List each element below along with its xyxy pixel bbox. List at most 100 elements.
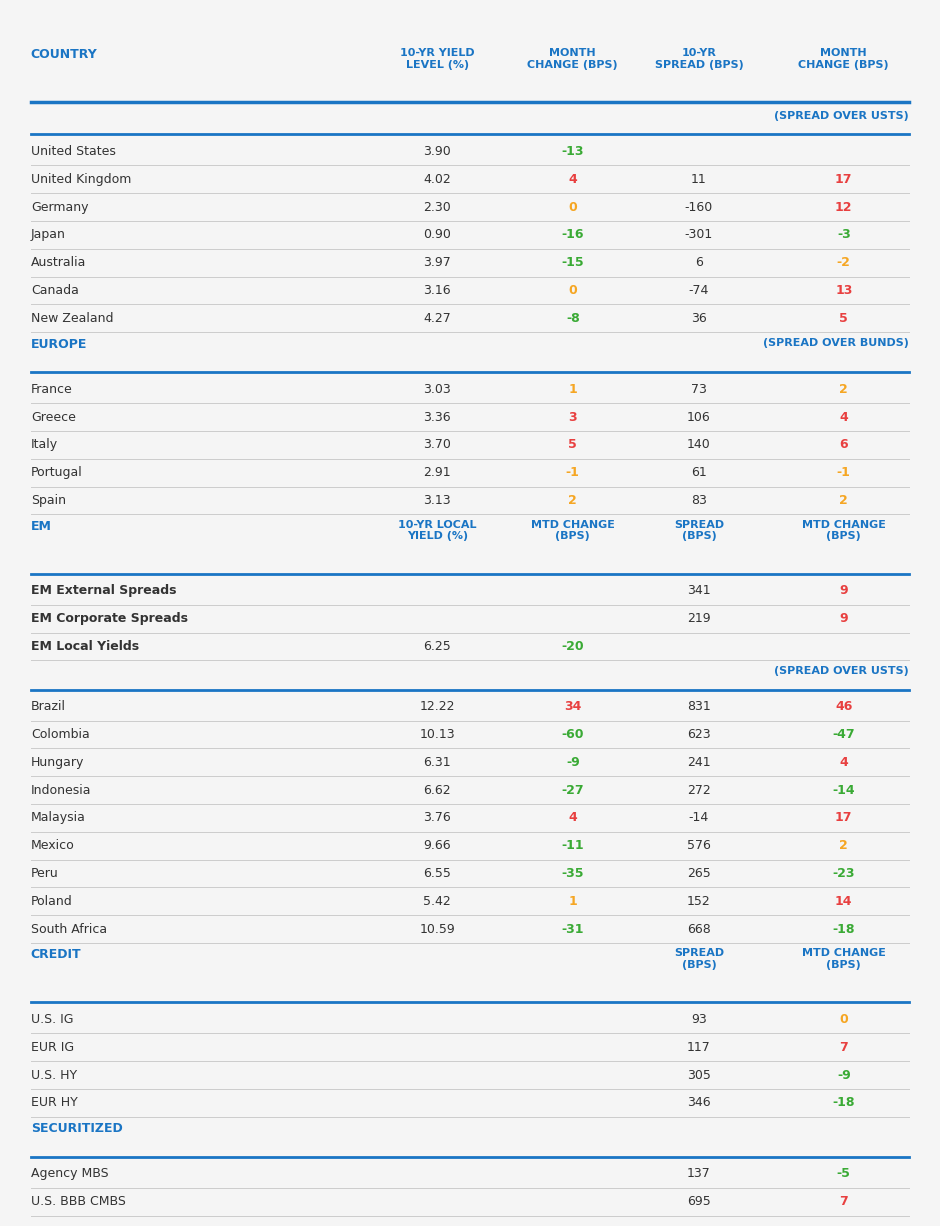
Text: 265: 265	[687, 867, 711, 880]
Text: -18: -18	[833, 923, 855, 935]
Text: 12: 12	[835, 201, 853, 213]
Text: 2: 2	[569, 494, 577, 508]
Text: -16: -16	[561, 228, 584, 242]
Text: EM External Spreads: EM External Spreads	[31, 585, 177, 597]
Text: -9: -9	[837, 1069, 851, 1081]
Text: New Zealand: New Zealand	[31, 311, 114, 325]
Text: -1: -1	[837, 466, 851, 479]
Text: 2.91: 2.91	[424, 466, 451, 479]
Text: -35: -35	[561, 867, 584, 880]
Text: -1: -1	[566, 466, 580, 479]
Text: -8: -8	[566, 311, 580, 325]
Text: (SPREAD OVER USTS): (SPREAD OVER USTS)	[775, 666, 909, 676]
Text: 3.13: 3.13	[424, 494, 451, 508]
Text: 2: 2	[839, 840, 848, 852]
Text: 1: 1	[569, 383, 577, 396]
Text: 3: 3	[569, 411, 577, 424]
Text: -14: -14	[833, 783, 855, 797]
Text: -18: -18	[833, 1096, 855, 1110]
Text: EM: EM	[31, 520, 52, 533]
Text: (SPREAD OVER BUNDS): (SPREAD OVER BUNDS)	[763, 337, 909, 348]
Text: 10.13: 10.13	[419, 728, 455, 741]
Text: MONTH
CHANGE (BPS): MONTH CHANGE (BPS)	[527, 48, 619, 70]
Text: -301: -301	[685, 228, 713, 242]
Text: 4.27: 4.27	[423, 311, 451, 325]
Text: Mexico: Mexico	[31, 840, 74, 852]
Text: 10-YR YIELD
LEVEL (%): 10-YR YIELD LEVEL (%)	[400, 48, 475, 70]
Text: 0: 0	[839, 1013, 848, 1026]
Text: MTD CHANGE
(BPS): MTD CHANGE (BPS)	[802, 949, 885, 970]
Text: Germany: Germany	[31, 201, 88, 213]
Text: 73: 73	[691, 383, 707, 396]
Text: Canada: Canada	[31, 284, 79, 297]
Text: -11: -11	[561, 840, 584, 852]
Text: 13: 13	[835, 284, 853, 297]
Text: -47: -47	[833, 728, 855, 741]
Text: 3.90: 3.90	[423, 145, 451, 158]
Text: -14: -14	[689, 812, 709, 824]
Text: Agency MBS: Agency MBS	[31, 1167, 108, 1181]
Text: 623: 623	[687, 728, 711, 741]
Text: 140: 140	[687, 439, 711, 451]
Text: 106: 106	[687, 411, 711, 424]
Text: 117: 117	[687, 1041, 711, 1054]
Text: 2.30: 2.30	[423, 201, 451, 213]
Text: 0: 0	[569, 284, 577, 297]
Text: -160: -160	[685, 201, 713, 213]
Text: 7: 7	[839, 1195, 848, 1209]
Text: U.S. HY: U.S. HY	[31, 1069, 77, 1081]
Text: U.S. IG: U.S. IG	[31, 1013, 73, 1026]
Text: Indonesia: Indonesia	[31, 783, 91, 797]
Text: SECURITIZED: SECURITIZED	[31, 1122, 122, 1135]
Text: CREDIT: CREDIT	[31, 949, 82, 961]
Text: 137: 137	[687, 1167, 711, 1181]
Text: 0: 0	[569, 201, 577, 213]
Text: -20: -20	[561, 640, 584, 653]
Text: -2: -2	[837, 256, 851, 270]
Text: 36: 36	[691, 311, 707, 325]
Text: EUR IG: EUR IG	[31, 1041, 74, 1054]
Text: SPREAD
(BPS): SPREAD (BPS)	[674, 520, 724, 542]
Text: Portugal: Portugal	[31, 466, 83, 479]
Text: 9: 9	[839, 585, 848, 597]
Text: MTD CHANGE
(BPS): MTD CHANGE (BPS)	[531, 520, 615, 542]
Text: -27: -27	[561, 783, 584, 797]
Text: Hungary: Hungary	[31, 755, 85, 769]
Text: 5: 5	[569, 439, 577, 451]
Text: Peru: Peru	[31, 867, 58, 880]
Text: -74: -74	[689, 284, 709, 297]
Text: 346: 346	[687, 1096, 711, 1110]
Text: -15: -15	[561, 256, 584, 270]
Text: 3.70: 3.70	[423, 439, 451, 451]
Text: 12.22: 12.22	[419, 700, 455, 714]
Text: 4: 4	[839, 755, 848, 769]
Text: U.S. BBB CMBS: U.S. BBB CMBS	[31, 1195, 126, 1209]
Text: 6: 6	[839, 439, 848, 451]
Text: 46: 46	[835, 700, 853, 714]
Text: 341: 341	[687, 585, 711, 597]
Text: 6.62: 6.62	[424, 783, 451, 797]
Text: 17: 17	[835, 812, 853, 824]
Text: Australia: Australia	[31, 256, 86, 270]
Text: -13: -13	[561, 145, 584, 158]
Text: 10.59: 10.59	[419, 923, 455, 935]
Text: Italy: Italy	[31, 439, 58, 451]
Text: MONTH
CHANGE (BPS): MONTH CHANGE (BPS)	[798, 48, 889, 70]
Text: 3.03: 3.03	[423, 383, 451, 396]
Text: Colombia: Colombia	[31, 728, 89, 741]
Text: -9: -9	[566, 755, 580, 769]
Text: 272: 272	[687, 783, 711, 797]
Text: -3: -3	[837, 228, 851, 242]
Text: EM Corporate Spreads: EM Corporate Spreads	[31, 612, 188, 625]
Text: 2: 2	[839, 383, 848, 396]
Text: 11: 11	[691, 173, 707, 186]
Text: 6.55: 6.55	[423, 867, 451, 880]
Text: 241: 241	[687, 755, 711, 769]
Text: 668: 668	[687, 923, 711, 935]
Text: 0.90: 0.90	[423, 228, 451, 242]
Text: Malaysia: Malaysia	[31, 812, 86, 824]
Text: 3.76: 3.76	[423, 812, 451, 824]
Text: 219: 219	[687, 612, 711, 625]
Text: 305: 305	[687, 1069, 711, 1081]
Text: 17: 17	[835, 173, 853, 186]
